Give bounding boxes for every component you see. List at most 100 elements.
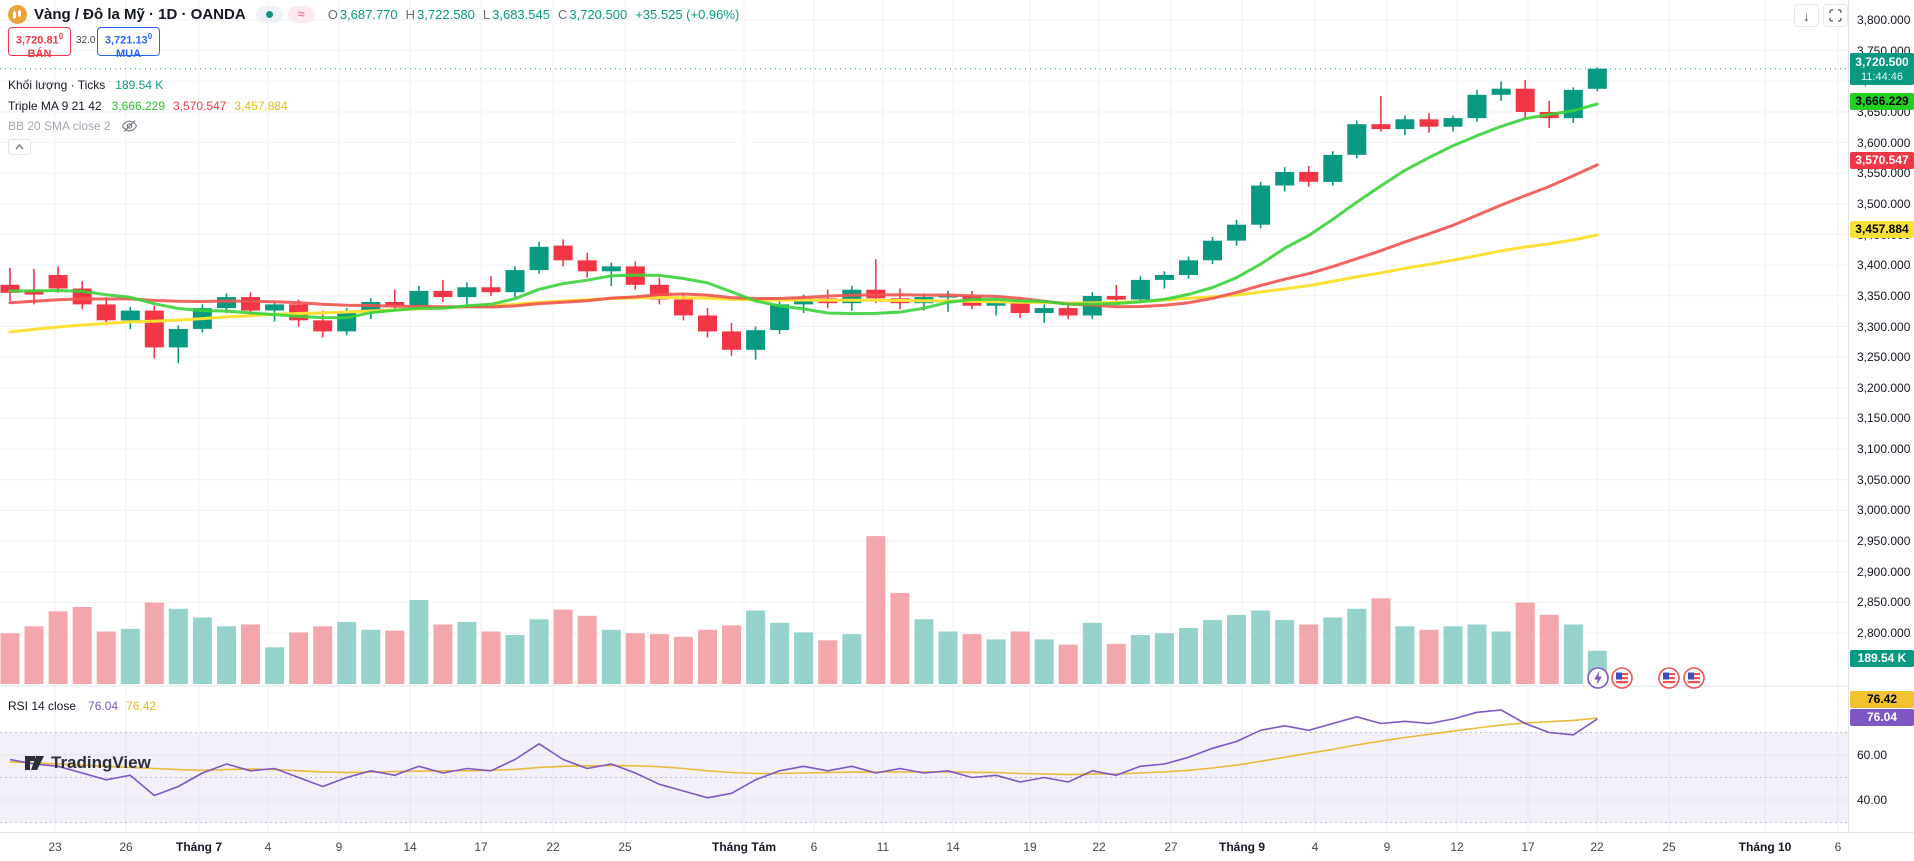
candle-body <box>0 284 20 293</box>
ma42-price-badge: 3,457.884 <box>1850 221 1914 238</box>
volume-bar <box>986 639 1006 684</box>
us-economic-event-icon[interactable] <box>1658 667 1680 689</box>
volume-bar <box>1130 635 1150 684</box>
price-axis-label: 3,350.000 <box>1857 289 1911 303</box>
volume-bar <box>96 631 116 684</box>
collapse-legend-button[interactable] <box>8 139 31 155</box>
time-axis-label: 6 <box>810 840 818 854</box>
candle-body <box>601 266 621 272</box>
candle-body <box>385 302 405 306</box>
rsi-lines-layer <box>9 709 1598 799</box>
volume-bar <box>601 629 621 685</box>
volume-bar <box>241 624 260 684</box>
rsi-yellow-value: 76.42 <box>126 699 157 713</box>
price-axis-label: 3,800.000 <box>1857 13 1911 27</box>
market-open-dot <box>265 10 273 18</box>
time-axis-label: Tháng 9 <box>1218 840 1266 854</box>
volume-bar <box>1491 631 1511 684</box>
volume-bar <box>1419 629 1439 685</box>
ma42-value: 3,457.884 <box>234 99 288 113</box>
time-axis-label: 26 <box>119 840 133 854</box>
price-axis[interactable]: 40.00 60.00 2,800.000 2,850.000 2,900.000 2,9… <box>1848 0 1914 832</box>
candle-body <box>168 329 188 348</box>
volume-bar <box>794 632 814 684</box>
volume-bar <box>481 631 501 684</box>
candle-body <box>1515 88 1535 112</box>
volume-bar <box>457 621 477 684</box>
candle-body <box>1058 308 1078 316</box>
price-axis-label: 3,150.000 <box>1857 411 1911 425</box>
spread-value: 32.0 <box>76 35 96 46</box>
candle-body <box>770 304 790 331</box>
buy-label: MUA <box>115 47 142 60</box>
volume-bar <box>1034 639 1054 684</box>
symbol-title[interactable]: Vàng / Đô la Mỹ · 1D · OANDA <box>34 5 246 23</box>
bb-indicator-row[interactable]: BB 20 SMA close 2 <box>8 119 138 133</box>
rsi-value-badge: 76.04 <box>1850 709 1914 726</box>
candle-body <box>1323 154 1343 182</box>
time-axis-label: 25 <box>1662 840 1676 854</box>
volume-bar <box>1323 617 1343 684</box>
volume-bar <box>192 617 212 684</box>
price-axis-label: 3,100.000 <box>1857 442 1911 456</box>
market-status-pill[interactable] <box>255 5 283 23</box>
time-axis[interactable]: 23 26 Tháng 7 4 9 14 17 22 25 Tháng Tám 6 11 14 19 22 2… <box>0 832 1914 861</box>
chart-canvas[interactable] <box>0 0 1848 832</box>
bb-indicator-name: BB 20 SMA close 2 <box>8 119 111 133</box>
candle-body <box>120 310 140 321</box>
buy-button[interactable]: 3,721.130 MUA <box>97 27 160 60</box>
triple-ma-indicator-row[interactable]: Triple MA 9 21 42 3,666.229 3,570.547 3,… <box>8 99 288 113</box>
tradingview-watermark: TradingView <box>24 752 151 773</box>
us-economic-event-icon[interactable] <box>1683 667 1705 689</box>
candle-body <box>217 297 236 309</box>
ohlc-readout: O 3,687.770 H 3,722.580 L 3,683.545 C 3,720.… <box>327 6 740 22</box>
volume-bar <box>289 632 309 684</box>
price-axis-label: 3,500.000 <box>1857 197 1911 211</box>
volume-bar <box>1299 624 1319 684</box>
earnings-event-icon[interactable] <box>1587 667 1609 689</box>
time-axis-label: 22 <box>1590 840 1604 854</box>
candle-body <box>698 315 717 332</box>
time-axis-label: 14 <box>403 840 417 854</box>
rsi-axis-label: 40.00 <box>1857 793 1888 807</box>
time-axis-label: Tháng 7 <box>175 840 223 854</box>
volume-bar <box>1467 624 1487 684</box>
maximize-icon <box>1829 9 1842 22</box>
volume-indicator-row[interactable]: Khối lượng · Ticks 189.54 K <box>8 78 163 92</box>
volume-bar <box>962 634 982 684</box>
sell-button[interactable]: 3,720.810 BÁN <box>8 27 71 60</box>
candle-body <box>1467 94 1487 119</box>
volume-bar <box>842 634 862 684</box>
price-axis-label: 3,550.000 <box>1857 166 1911 180</box>
time-axis-label: 9 <box>335 840 343 854</box>
volume-bar <box>361 629 381 685</box>
maximize-pane-button[interactable] <box>1823 4 1848 27</box>
time-axis-label: Tháng 10 <box>1738 840 1792 854</box>
ma21-line <box>8 163 1599 309</box>
approx-price-pill[interactable]: ≈ <box>287 5 315 23</box>
volume-bar <box>72 607 92 684</box>
eye-off-icon[interactable] <box>121 119 138 133</box>
price-axis-label: 3,400.000 <box>1857 258 1911 272</box>
candle-body <box>1395 119 1415 130</box>
volume-bar <box>529 619 549 685</box>
candle-body <box>938 295 958 298</box>
candle-body <box>1154 275 1174 280</box>
us-economic-event-icon[interactable] <box>1611 667 1633 689</box>
volume-bar <box>938 631 958 684</box>
rsi-indicator-row[interactable]: RSI 14 close 76.04 76.42 <box>8 699 156 713</box>
high-value: 3,722.580 <box>417 6 475 22</box>
scroll-down-button[interactable]: ↓ <box>1794 4 1819 27</box>
volume-bar <box>890 593 910 684</box>
price-axis-label: 2,900.000 <box>1857 565 1911 579</box>
time-axis-label: 22 <box>1092 840 1106 854</box>
volume-bar <box>553 609 573 684</box>
open-value: 3,687.770 <box>339 6 398 22</box>
arrow-down-icon: ↓ <box>1803 7 1810 24</box>
candle-body <box>481 287 501 293</box>
volume-bar <box>649 634 669 684</box>
volume-indicator-name: Khối lượng · Ticks <box>8 78 106 92</box>
tradingview-logo-icon <box>25 756 44 770</box>
close-value: 3,720.500 <box>569 6 628 22</box>
volume-bar <box>1082 622 1102 684</box>
